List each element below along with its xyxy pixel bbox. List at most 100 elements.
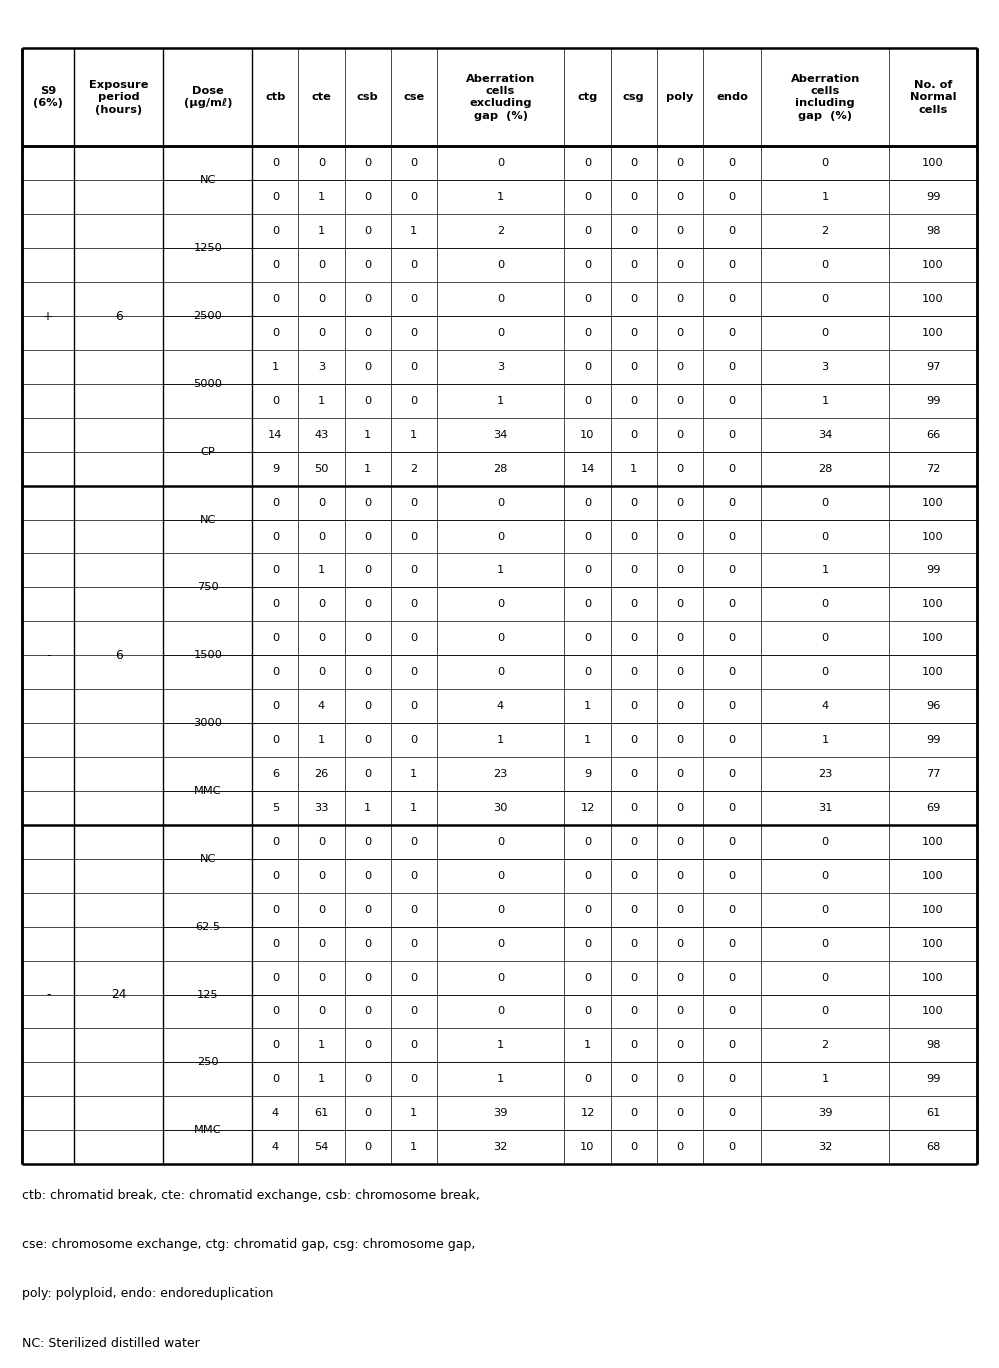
Text: 0: 0: [364, 769, 372, 778]
Text: 0: 0: [676, 294, 683, 304]
Text: 0: 0: [497, 599, 504, 609]
Text: 0: 0: [583, 973, 591, 982]
Text: 0: 0: [676, 498, 683, 508]
Text: 100: 100: [922, 633, 944, 643]
Text: 0: 0: [676, 1074, 683, 1085]
Text: 1: 1: [410, 430, 418, 439]
Text: 0: 0: [364, 395, 372, 406]
Text: 0: 0: [630, 633, 637, 643]
Text: 0: 0: [272, 871, 279, 881]
Text: 0: 0: [410, 702, 418, 711]
Text: 0: 0: [630, 565, 637, 576]
Text: 0: 0: [583, 294, 591, 304]
Text: 0: 0: [630, 159, 637, 168]
Text: 0: 0: [318, 938, 325, 948]
Text: 100: 100: [922, 498, 944, 508]
Text: 0: 0: [583, 328, 591, 338]
Text: 0: 0: [728, 532, 735, 542]
Text: 0: 0: [318, 294, 325, 304]
Text: 0: 0: [410, 599, 418, 609]
Text: 1: 1: [318, 565, 325, 576]
Text: 1: 1: [821, 395, 829, 406]
Text: 62.5: 62.5: [195, 922, 221, 932]
Text: 1: 1: [272, 363, 279, 372]
Text: 0: 0: [272, 599, 279, 609]
Text: 250: 250: [197, 1057, 219, 1067]
Text: 0: 0: [821, 668, 829, 677]
Text: 0: 0: [583, 1074, 591, 1085]
Text: MMC: MMC: [194, 787, 222, 796]
Text: 0: 0: [583, 871, 591, 881]
Text: 3: 3: [318, 363, 325, 372]
Text: 1: 1: [318, 395, 325, 406]
Text: poly: poly: [666, 92, 693, 103]
Text: 0: 0: [410, 1041, 418, 1051]
Text: 0: 0: [583, 395, 591, 406]
Text: 0: 0: [364, 599, 372, 609]
Text: 0: 0: [676, 328, 683, 338]
Text: 54: 54: [315, 1142, 329, 1152]
Text: 0: 0: [676, 1041, 683, 1051]
Text: 0: 0: [272, 668, 279, 677]
Text: ctb: ctb: [265, 92, 286, 103]
Text: 0: 0: [410, 837, 418, 847]
Text: 0: 0: [364, 1007, 372, 1016]
Text: 0: 0: [676, 464, 683, 473]
Text: 0: 0: [410, 363, 418, 372]
Text: 0: 0: [272, 159, 279, 168]
Text: 0: 0: [728, 1108, 735, 1118]
Text: 0: 0: [272, 702, 279, 711]
Text: 6: 6: [115, 309, 123, 323]
Text: 9: 9: [272, 464, 279, 473]
Text: 1: 1: [410, 1108, 418, 1118]
Text: 0: 0: [272, 226, 279, 237]
Text: 0: 0: [497, 904, 504, 915]
Text: 1: 1: [497, 565, 504, 576]
Text: 32: 32: [494, 1142, 507, 1152]
Text: 2: 2: [410, 464, 418, 473]
Text: 0: 0: [364, 226, 372, 237]
Text: 750: 750: [197, 583, 219, 592]
Text: 28: 28: [494, 464, 507, 473]
Text: 0: 0: [497, 294, 504, 304]
Text: 0: 0: [630, 498, 637, 508]
Text: 4: 4: [272, 1142, 279, 1152]
Text: 0: 0: [583, 532, 591, 542]
Text: 0: 0: [821, 532, 829, 542]
Text: 1250: 1250: [194, 244, 223, 253]
Text: 125: 125: [197, 989, 219, 1000]
Text: 0: 0: [583, 1007, 591, 1016]
Text: 50: 50: [315, 464, 329, 473]
Text: 1: 1: [318, 1041, 325, 1051]
Text: 0: 0: [364, 498, 372, 508]
Text: 0: 0: [364, 565, 372, 576]
Text: 3000: 3000: [194, 718, 223, 728]
Text: 0: 0: [318, 532, 325, 542]
Text: 0: 0: [676, 599, 683, 609]
Text: 0: 0: [728, 871, 735, 881]
Text: S9
(6%): S9 (6%): [33, 86, 63, 108]
Text: 0: 0: [410, 498, 418, 508]
Text: 0: 0: [583, 498, 591, 508]
Text: 34: 34: [818, 430, 832, 439]
Text: 100: 100: [922, 904, 944, 915]
Text: 5000: 5000: [194, 379, 223, 389]
Text: 0: 0: [728, 395, 735, 406]
Text: 100: 100: [922, 668, 944, 677]
Text: 14: 14: [580, 464, 594, 473]
Text: 99: 99: [926, 1074, 940, 1085]
Text: 0: 0: [630, 1108, 637, 1118]
Text: 0: 0: [728, 1041, 735, 1051]
Text: 0: 0: [410, 294, 418, 304]
Text: 0: 0: [676, 803, 683, 813]
Text: 0: 0: [728, 498, 735, 508]
Text: 0: 0: [364, 668, 372, 677]
Text: 0: 0: [676, 430, 683, 439]
Text: 0: 0: [728, 769, 735, 778]
Text: 0: 0: [583, 159, 591, 168]
Text: 0: 0: [728, 260, 735, 269]
Text: 0: 0: [272, 498, 279, 508]
Text: 0: 0: [410, 328, 418, 338]
Text: 43: 43: [315, 430, 329, 439]
Text: 0: 0: [630, 904, 637, 915]
